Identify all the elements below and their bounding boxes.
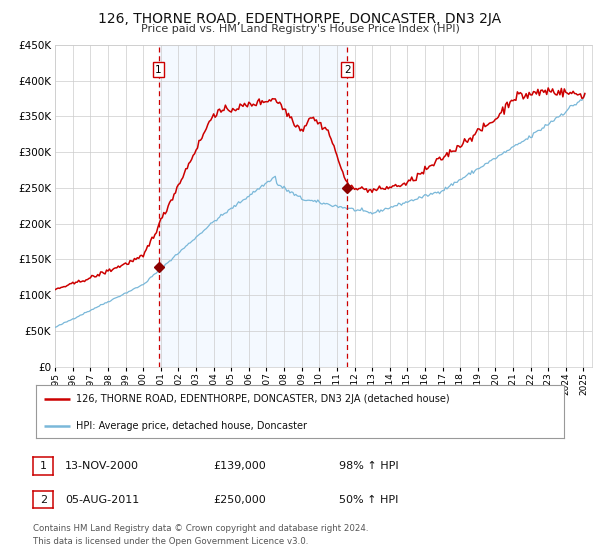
Text: Contains HM Land Registry data © Crown copyright and database right 2024.: Contains HM Land Registry data © Crown c… bbox=[33, 524, 368, 533]
Text: 50% ↑ HPI: 50% ↑ HPI bbox=[339, 494, 398, 505]
Text: £139,000: £139,000 bbox=[213, 461, 266, 471]
Text: 2: 2 bbox=[40, 494, 47, 505]
Text: This data is licensed under the Open Government Licence v3.0.: This data is licensed under the Open Gov… bbox=[33, 537, 308, 546]
Text: 1: 1 bbox=[40, 461, 47, 471]
Text: 1: 1 bbox=[155, 65, 162, 75]
Text: 05-AUG-2011: 05-AUG-2011 bbox=[65, 494, 139, 505]
Text: 2: 2 bbox=[344, 65, 350, 75]
Text: 13-NOV-2000: 13-NOV-2000 bbox=[65, 461, 139, 471]
Text: 98% ↑ HPI: 98% ↑ HPI bbox=[339, 461, 398, 471]
Text: HPI: Average price, detached house, Doncaster: HPI: Average price, detached house, Donc… bbox=[76, 421, 307, 431]
Bar bbox=[158, 45, 347, 367]
Text: Price paid vs. HM Land Registry's House Price Index (HPI): Price paid vs. HM Land Registry's House … bbox=[140, 24, 460, 34]
Text: 126, THORNE ROAD, EDENTHORPE, DONCASTER, DN3 2JA: 126, THORNE ROAD, EDENTHORPE, DONCASTER,… bbox=[98, 12, 502, 26]
Text: 126, THORNE ROAD, EDENTHORPE, DONCASTER, DN3 2JA (detached house): 126, THORNE ROAD, EDENTHORPE, DONCASTER,… bbox=[76, 394, 449, 404]
Text: £250,000: £250,000 bbox=[213, 494, 266, 505]
